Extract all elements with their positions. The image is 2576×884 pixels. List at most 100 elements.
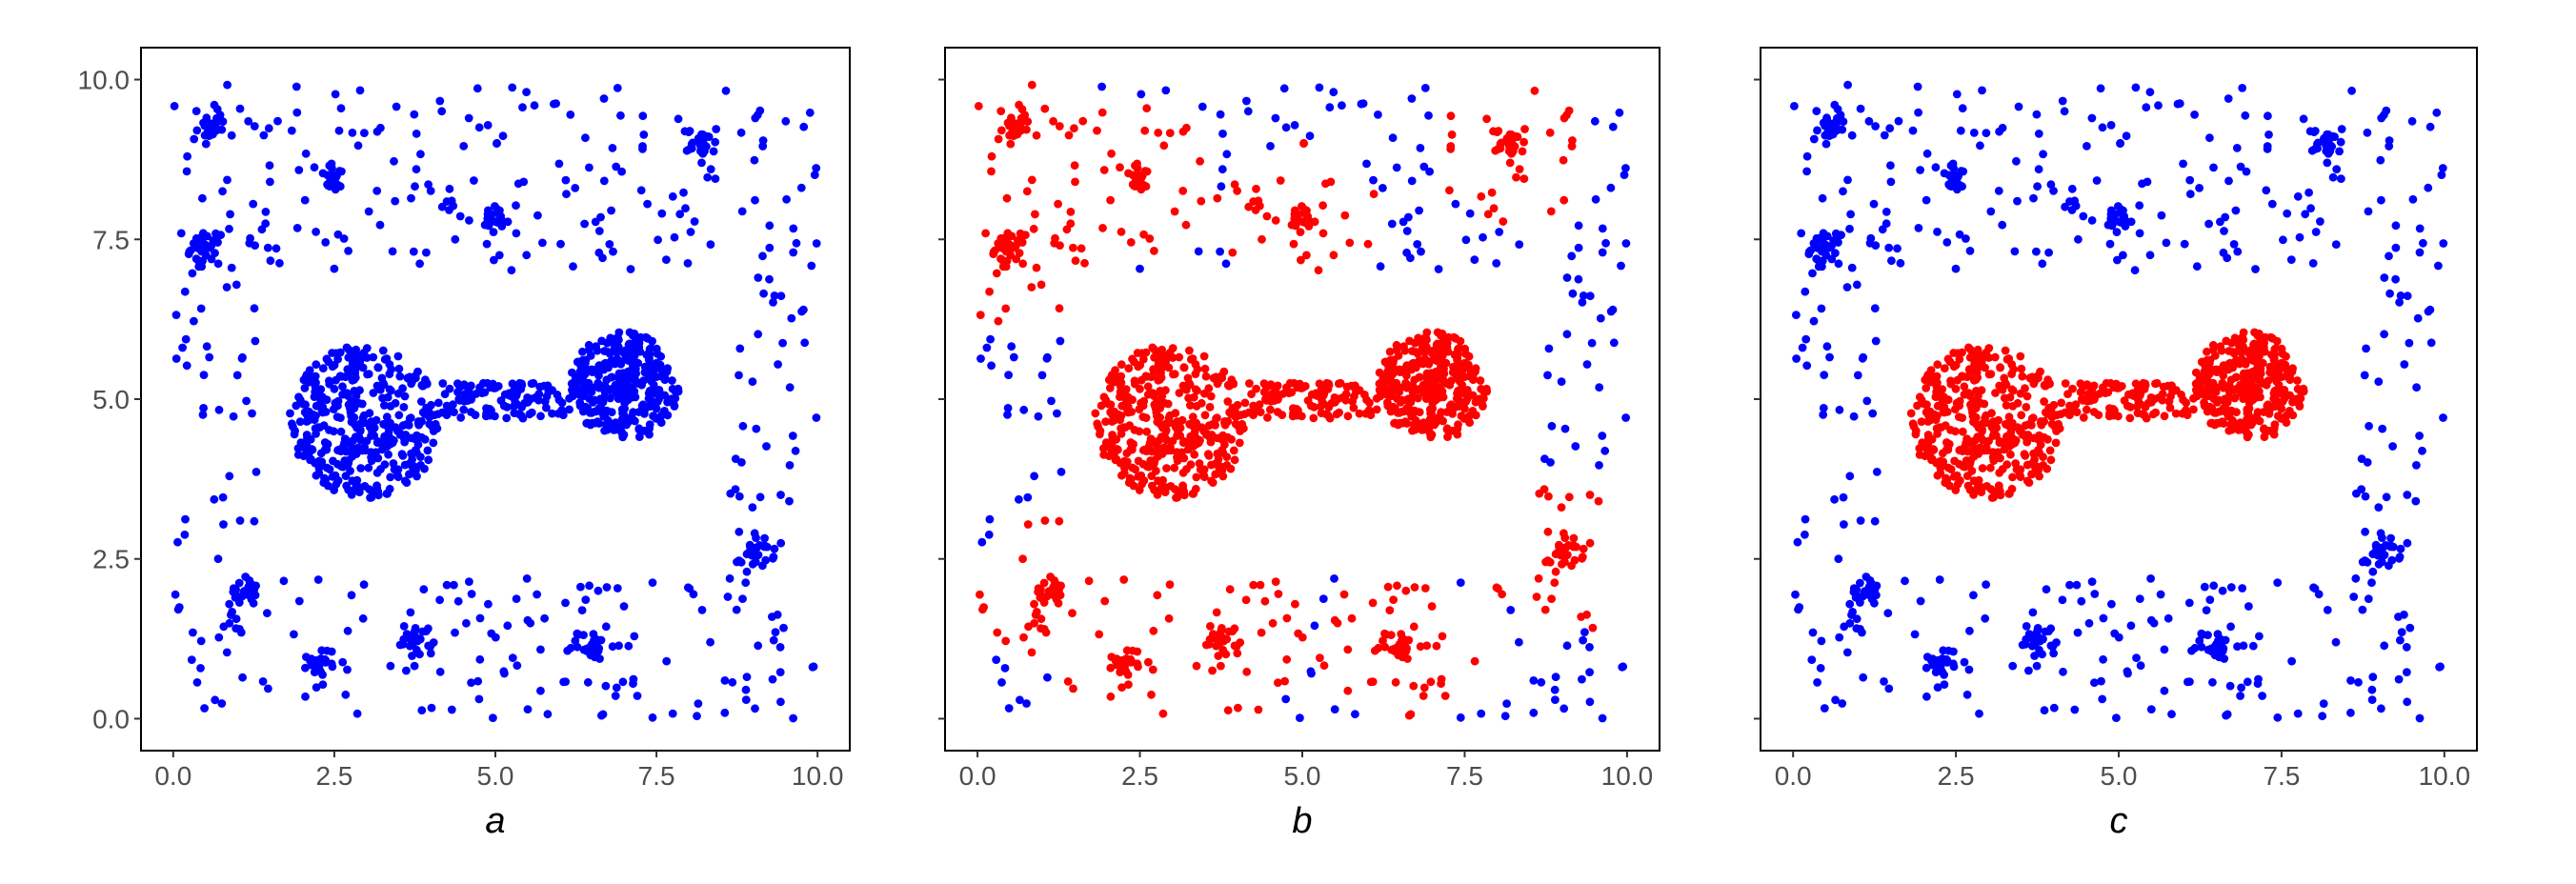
scatter-point xyxy=(181,514,190,524)
scatter-point xyxy=(1161,86,1171,95)
scatter-point xyxy=(1150,485,1158,494)
scatter-point xyxy=(2084,618,2094,628)
scatter-point xyxy=(2364,207,2373,216)
scatter-point xyxy=(2135,229,2144,238)
scatter-point xyxy=(1245,379,1254,388)
scatter-point xyxy=(608,642,617,652)
scatter-point xyxy=(2395,552,2405,561)
scatter-point xyxy=(1585,491,1595,499)
scatter-point xyxy=(1887,256,1896,266)
scatter-point xyxy=(1946,161,1956,171)
scatter-point xyxy=(512,201,520,211)
scatter-point xyxy=(184,250,193,258)
scatter-point xyxy=(2226,406,2236,415)
scatter-point xyxy=(2092,176,2102,185)
scatter-point xyxy=(1307,669,1316,678)
scatter-point xyxy=(480,220,490,230)
scatter-point xyxy=(2007,370,2017,378)
scatter-panel-a: 0.00.02.52.55.05.07.57.510.010.0 a xyxy=(78,47,851,841)
scatter-point xyxy=(2016,352,2025,361)
scatter-point xyxy=(1989,427,1999,436)
scatter-point xyxy=(1885,124,1895,133)
scatter-point xyxy=(607,206,615,215)
scatter-point xyxy=(1142,372,1152,381)
scatter-point xyxy=(1146,456,1156,465)
scatter-point xyxy=(2128,389,2137,398)
scatter-point xyxy=(1940,364,1949,373)
scatter-point xyxy=(1976,443,1984,452)
scatter-point xyxy=(2403,538,2412,548)
scatter-point xyxy=(1030,618,1038,628)
scatter-point xyxy=(1223,397,1233,406)
scatter-point xyxy=(1424,422,1434,432)
scatter-point xyxy=(1482,114,1491,124)
scatter-point xyxy=(1471,411,1480,420)
scatter-point xyxy=(1564,492,1574,502)
scatter-point xyxy=(639,131,649,139)
scatter-point xyxy=(1158,709,1168,718)
scatter-point xyxy=(1200,411,1210,420)
scatter-point xyxy=(373,363,383,372)
scatter-point xyxy=(263,609,272,617)
scatter-point xyxy=(1369,190,1379,199)
scatter-point xyxy=(556,239,565,249)
scatter-point xyxy=(343,365,352,374)
scatter-point xyxy=(1009,352,1018,362)
scatter-point xyxy=(383,392,392,402)
scatter-point xyxy=(634,432,644,441)
scatter-point xyxy=(2374,503,2384,512)
scatter-point xyxy=(1271,113,1280,123)
scatter-point xyxy=(579,383,589,392)
scatter-point xyxy=(1099,166,1109,174)
scatter-point xyxy=(748,377,757,386)
scatter-point xyxy=(334,445,344,454)
scatter-point xyxy=(1550,578,1560,588)
scatter-point xyxy=(1069,243,1077,252)
scatter-point xyxy=(2074,234,2083,244)
scatter-point xyxy=(1323,385,1333,393)
scatter-point xyxy=(275,258,284,268)
scatter-point xyxy=(683,259,693,268)
scatter-point xyxy=(337,372,346,381)
scatter-point xyxy=(507,266,516,275)
x-tick-label: 7.5 xyxy=(638,761,675,791)
scatter-point xyxy=(735,371,743,380)
scatter-point xyxy=(424,455,433,465)
scatter-point xyxy=(797,307,806,316)
scatter-point xyxy=(602,406,612,415)
scatter-point xyxy=(812,413,821,422)
scatter-point xyxy=(1113,660,1121,670)
scatter-point xyxy=(1230,180,1239,190)
scatter-point xyxy=(2015,427,2024,435)
scatter-point xyxy=(2185,677,2194,686)
scatter-point xyxy=(754,330,763,339)
scatter-point xyxy=(1425,376,1435,385)
scatter-point xyxy=(1819,229,1828,238)
scatter-point xyxy=(1816,664,1825,673)
scatter-point xyxy=(356,464,366,472)
scatter-point xyxy=(543,710,553,719)
scatter-point xyxy=(1290,120,1299,130)
scatter-point xyxy=(1055,304,1064,313)
scatter-point xyxy=(1124,364,1134,373)
scatter-point xyxy=(1068,609,1077,617)
scatter-point xyxy=(1119,423,1128,432)
scatter-point xyxy=(312,360,321,370)
scatter-point xyxy=(2057,398,2066,408)
scatter-point xyxy=(2226,583,2236,592)
scatter-point xyxy=(2346,708,2355,717)
scatter-point xyxy=(450,408,458,416)
scatter-point xyxy=(513,399,521,409)
scatter-point xyxy=(494,251,504,260)
scatter-point xyxy=(608,144,617,152)
scatter-point xyxy=(1598,713,1607,723)
scatter-point xyxy=(2271,398,2281,408)
scatter-point xyxy=(1108,431,1117,439)
scatter-point xyxy=(2008,402,2018,411)
scatter-point xyxy=(1532,593,1541,601)
scatter-point xyxy=(438,408,447,417)
scatter-point xyxy=(2241,359,2250,369)
scatter-point xyxy=(1916,596,1925,606)
scatter-point xyxy=(1107,653,1117,661)
scatter-point xyxy=(2412,461,2421,470)
